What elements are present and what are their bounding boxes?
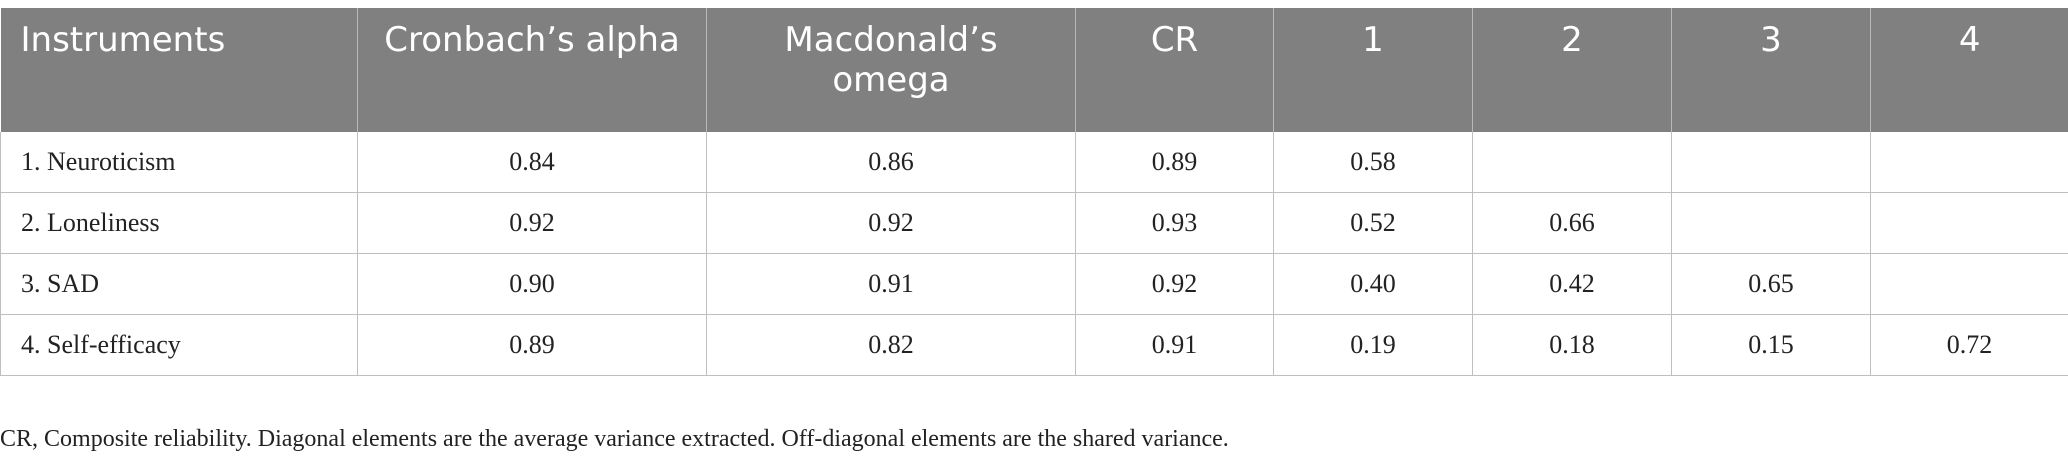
table-cell: 0.72 (1870, 314, 2068, 376)
table-row: 2. Loneliness 0.92 0.92 0.93 0.52 0.66 (0, 192, 2068, 254)
table-cell: 0.40 (1273, 253, 1473, 315)
table-cell: 0.18 (1472, 314, 1672, 376)
reliability-table-container: Instruments Cronbach’s alpha Macdonald’s… (0, 8, 2068, 376)
table-cell: 0.52 (1273, 192, 1473, 254)
header-cr: CR (1075, 8, 1274, 132)
table-cell (1671, 192, 1871, 254)
table-row: 3. SAD 0.90 0.91 0.92 0.40 0.42 0.65 (0, 253, 2068, 315)
table-cell: 0.58 (1273, 132, 1473, 193)
table-cell: 0.84 (357, 132, 707, 193)
table-row: 1. Neuroticism 0.84 0.86 0.89 0.58 (0, 132, 2068, 193)
table-cell (1472, 132, 1672, 193)
header-macdonald-omega: Macdonald’s omega (706, 8, 1076, 132)
table-cell: 0.92 (1075, 253, 1274, 315)
header-col-3: 3 (1671, 8, 1871, 132)
table-cell: 0.86 (706, 132, 1076, 193)
table-cell: 0.91 (706, 253, 1076, 315)
row-label: 2. Loneliness (0, 192, 358, 254)
table-cell (1671, 132, 1871, 193)
table-cell: 0.66 (1472, 192, 1672, 254)
table-cell (1870, 253, 2068, 315)
table-footnote: CR, Composite reliability. Diagonal elem… (0, 426, 1229, 452)
table-header: Instruments Cronbach’s alpha Macdonald’s… (0, 8, 2068, 132)
table-row: 4. Self-efficacy 0.89 0.82 0.91 0.19 0.1… (0, 314, 2068, 376)
reliability-table: Instruments Cronbach’s alpha Macdonald’s… (0, 8, 2068, 376)
header-col-1: 1 (1273, 8, 1473, 132)
table-cell: 0.90 (357, 253, 707, 315)
table-cell: 0.65 (1671, 253, 1871, 315)
row-label: 3. SAD (0, 253, 358, 315)
header-col-4: 4 (1870, 8, 2068, 132)
table-cell (1870, 132, 2068, 193)
table-cell: 0.19 (1273, 314, 1473, 376)
row-label: 4. Self-efficacy (0, 314, 358, 376)
table-cell: 0.92 (357, 192, 707, 254)
row-label: 1. Neuroticism (0, 132, 358, 193)
header-col-2: 2 (1472, 8, 1672, 132)
table-cell: 0.42 (1472, 253, 1672, 315)
table-cell: 0.93 (1075, 192, 1274, 254)
table-cell: 0.89 (1075, 132, 1274, 193)
table-cell: 0.91 (1075, 314, 1274, 376)
table-cell: 0.15 (1671, 314, 1871, 376)
table-cell (1870, 192, 2068, 254)
header-cronbach-alpha: Cronbach’s alpha (357, 8, 707, 132)
header-row: Instruments Cronbach’s alpha Macdonald’s… (0, 8, 2068, 132)
table-cell: 0.92 (706, 192, 1076, 254)
table-body: 1. Neuroticism 0.84 0.86 0.89 0.58 2. Lo… (0, 132, 2068, 376)
table-cell: 0.82 (706, 314, 1076, 376)
table-cell: 0.89 (357, 314, 707, 376)
header-instruments: Instruments (0, 8, 358, 132)
